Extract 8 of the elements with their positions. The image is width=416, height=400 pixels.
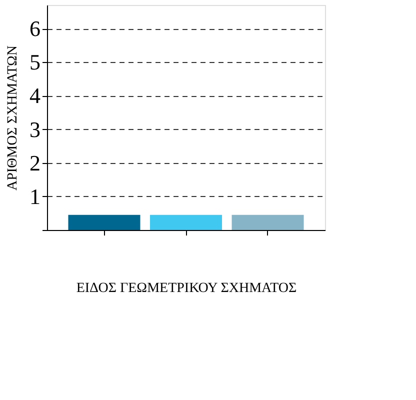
y-tick-label: 5 <box>30 50 40 75</box>
y-tick-label: 6 <box>30 16 40 42</box>
y-tick-label: 2 <box>30 150 40 176</box>
y-tick-label: 4 <box>30 83 40 108</box>
y-axis-title: ΑΡΙΘΜΟΣ ΣΧΗΜΑΤΩΝ <box>6 45 20 191</box>
x-axis-title: ΕΙΔΟΣ ΓΕΩΜΕΤΡΙΚΟΥ ΣΧΗΜΑΤΟΣ <box>76 281 297 296</box>
y-tick-label: 1 <box>30 184 40 209</box>
y-tick-label: 3 <box>30 116 40 142</box>
